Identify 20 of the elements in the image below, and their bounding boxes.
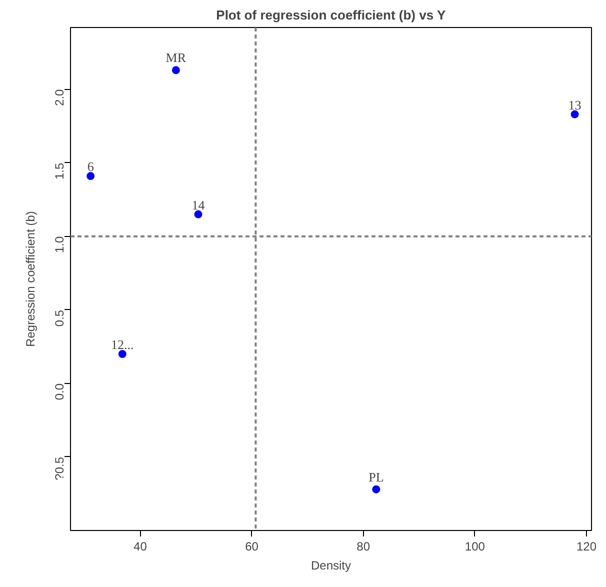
y-axis-title: Regression coefficient (b) [24, 211, 38, 347]
chart-title: Plot of regression coefficient (b) vs Y [216, 8, 446, 22]
y-tick-label: 0.0 [52, 383, 66, 400]
annotation: 12... [111, 337, 134, 352]
x-tick-label: 80 [356, 540, 370, 554]
y-tick-label: ?0.5 [52, 456, 66, 480]
annotation: 6 [87, 159, 94, 174]
annotation: 14 [192, 197, 206, 212]
annotation: PL [368, 469, 384, 484]
y-tick-label: 1.5 [52, 162, 66, 180]
x-tick-label: 100 [464, 540, 486, 554]
y-tick-label: 2.0 [52, 88, 66, 106]
y-tick-label: 1.0 [52, 236, 66, 254]
x-tick-label: 40 [134, 540, 148, 554]
x-tick-label: 60 [245, 540, 259, 554]
annotation: MR [166, 50, 186, 66]
x-tick-label: 120 [576, 540, 597, 554]
annotation: 13 [568, 97, 582, 112]
y-tick-label: 0.5 [52, 310, 66, 327]
x-axis-title: Density [310, 558, 352, 572]
